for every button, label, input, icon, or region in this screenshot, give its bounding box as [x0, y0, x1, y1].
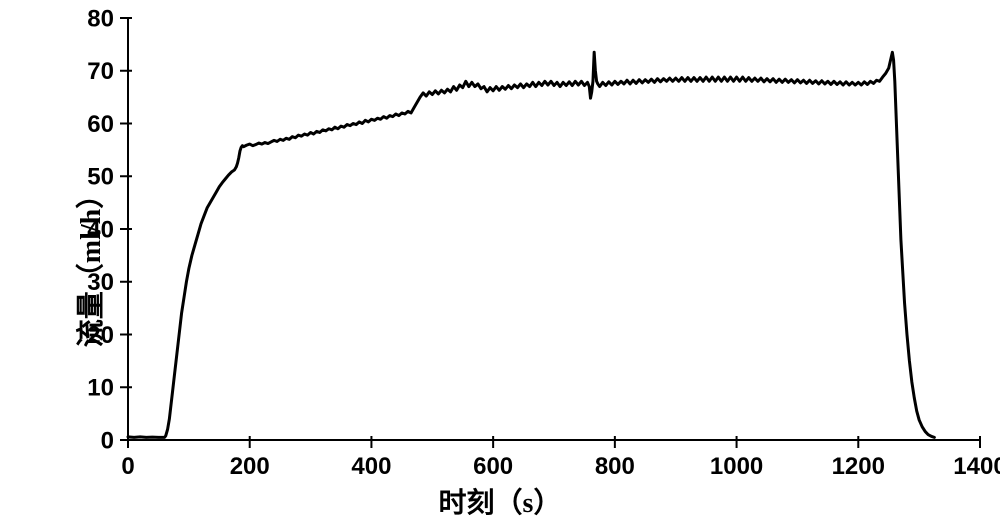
- x-tick-label: 1400: [953, 453, 1000, 480]
- x-tick-label: 0: [121, 453, 134, 480]
- y-tick-label: 60: [87, 111, 114, 138]
- x-tick-label: 400: [351, 453, 391, 480]
- y-tick-label: 10: [87, 375, 114, 402]
- x-tick-label: 1000: [710, 453, 763, 480]
- x-tick-label: 200: [230, 453, 270, 480]
- x-tick-label: 800: [595, 453, 635, 480]
- y-tick-label: 40: [87, 216, 114, 243]
- y-tick-label: 50: [87, 164, 114, 191]
- flow-time-chart: 流量（ml/h） 0200400600800100012001400010203…: [0, 0, 1000, 527]
- flow-series-line: [128, 52, 934, 437]
- y-tick-label: 80: [87, 5, 114, 32]
- y-tick-label: 30: [87, 269, 114, 296]
- x-tick-label: 600: [473, 453, 513, 480]
- x-tick-label: 1200: [832, 453, 885, 480]
- y-tick-label: 70: [87, 58, 114, 85]
- y-tick-label: 0: [101, 427, 114, 454]
- y-tick-label: 20: [87, 322, 114, 349]
- x-axis-label: 时刻（s）: [439, 481, 562, 521]
- plot-svg: 0 200 400 600 800 1000 1200 1400 0 10 20 30 40 50 60 70…: [0, 0, 1000, 527]
